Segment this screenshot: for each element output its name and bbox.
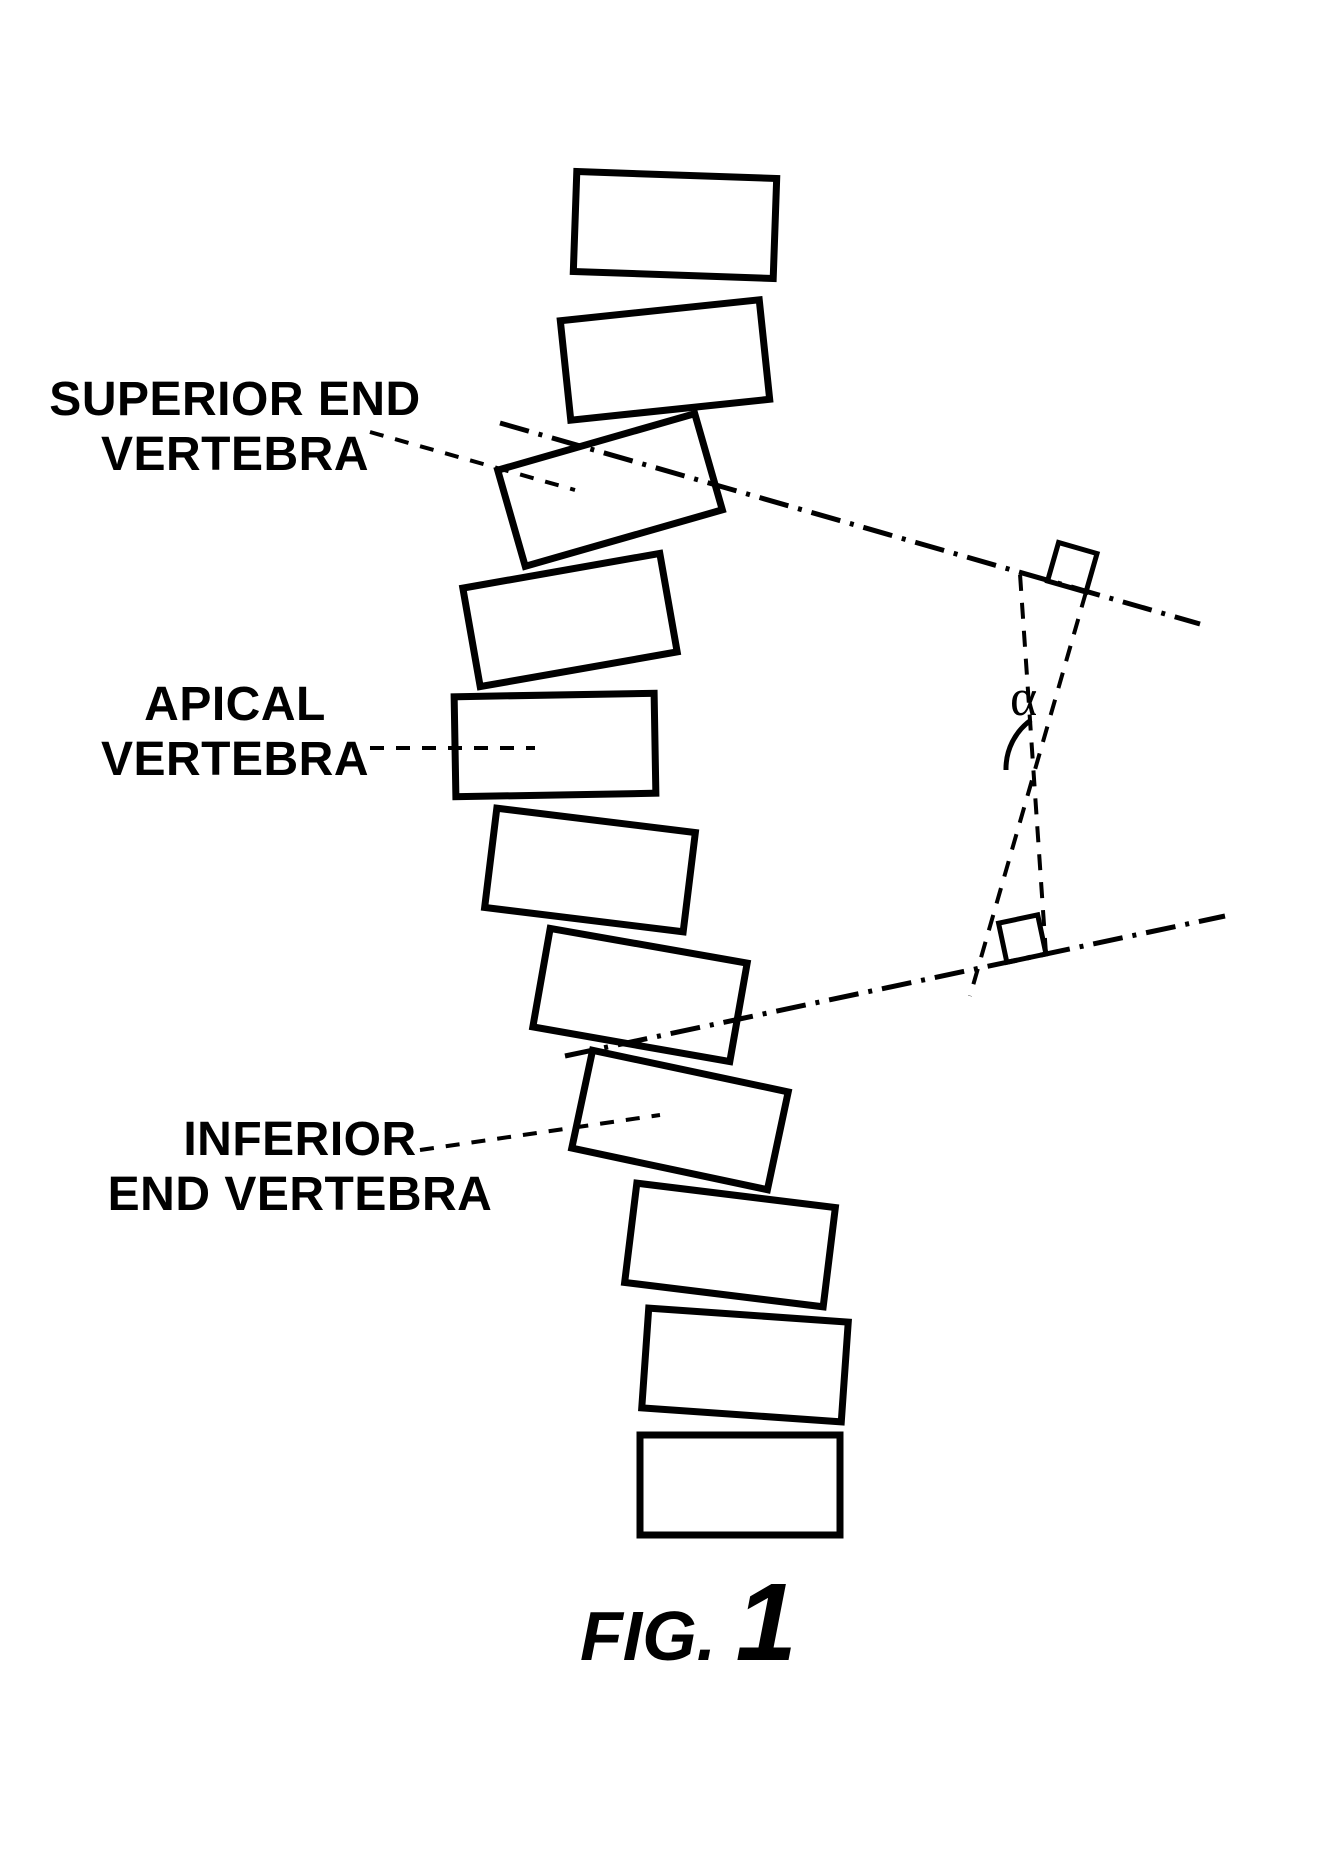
vertebra-11 (640, 1435, 840, 1535)
vertebra-6 (485, 808, 696, 932)
angle-label: α (1010, 670, 1037, 727)
inferior-label-line2: END VERTEBRA (108, 1168, 493, 1221)
superior-label-line1: SUPERIOR END (49, 373, 420, 426)
inferior-label-line1: INFERIOR (183, 1113, 416, 1166)
apical-label-line2: VERTEBRA (101, 733, 369, 786)
apical-label-line1: APICAL (144, 678, 326, 731)
figure-svg: αSUPERIOR ENDVERTEBRAAPICALVERTEBRAINFER… (0, 0, 1343, 1862)
vertebra-apical (454, 693, 656, 796)
vertebra-1 (573, 172, 776, 279)
vertebra-10 (642, 1308, 848, 1422)
vertebra-2 (560, 300, 769, 420)
superior-label-line2: VERTEBRA (101, 428, 369, 481)
vertebra-9 (625, 1183, 836, 1307)
